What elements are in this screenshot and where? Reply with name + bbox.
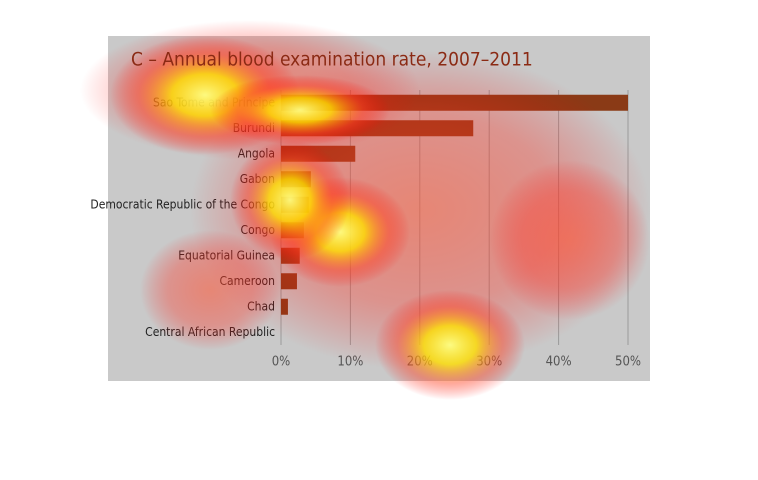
y-tick-label: Burundi bbox=[233, 121, 275, 135]
y-tick-label: Democratic Republic of the Congo bbox=[90, 197, 275, 211]
bar bbox=[281, 273, 297, 290]
x-tick-label: 40% bbox=[546, 355, 572, 370]
bar bbox=[281, 196, 309, 213]
x-tick-label: 10% bbox=[337, 355, 363, 370]
x-tick-label: 0% bbox=[272, 355, 291, 370]
y-tick-label: Chad bbox=[247, 299, 275, 313]
y-tick-label: Gabon bbox=[240, 172, 275, 186]
bar bbox=[281, 120, 474, 137]
x-tick-label: 50% bbox=[615, 355, 641, 370]
y-tick-label: Equatorial Guinea bbox=[178, 248, 275, 262]
bar bbox=[281, 94, 628, 111]
x-tick-label: 20% bbox=[407, 355, 433, 370]
bar bbox=[281, 247, 300, 264]
y-tick-label: Central African Republic bbox=[145, 325, 275, 339]
bar bbox=[281, 222, 304, 239]
y-tick-label: Sao Tome and Principe bbox=[153, 95, 275, 109]
bar bbox=[281, 298, 288, 315]
bar bbox=[281, 171, 311, 188]
y-tick-label: Congo bbox=[241, 223, 276, 237]
bar bbox=[281, 145, 356, 162]
y-tick-label: Cameroon bbox=[219, 274, 275, 288]
y-tick-label: Angola bbox=[238, 146, 275, 160]
chart-title: C – Annual blood examination rate, 2007–… bbox=[131, 49, 533, 71]
x-tick-label: 30% bbox=[476, 355, 502, 370]
